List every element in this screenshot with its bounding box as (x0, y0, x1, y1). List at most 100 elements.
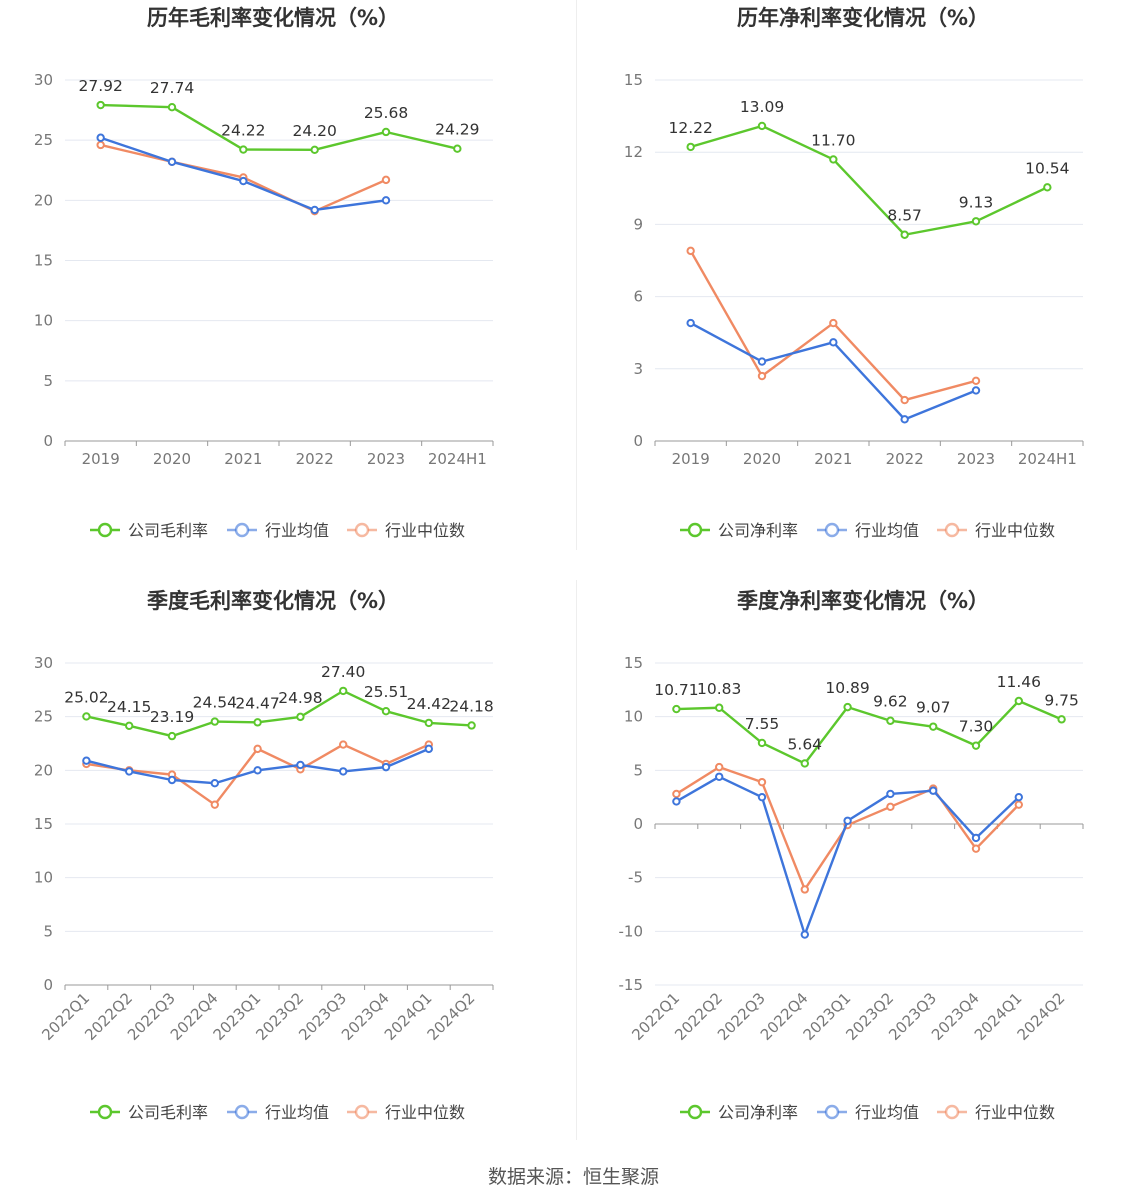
y-tick-label: 20 (34, 191, 53, 209)
legend-swatch-marker (824, 1104, 840, 1120)
y-tick-label: 30 (34, 71, 53, 89)
chart-quarterly-net-margin-svg: 季度净利率变化情况（%）-15-10-50510152022Q12022Q220… (619, 589, 1084, 1122)
data-point (829, 338, 838, 347)
data-point (686, 142, 695, 152)
data-point (253, 766, 262, 775)
y-tick-label: -5 (628, 869, 643, 887)
legend-label: 行业均值 (855, 521, 919, 540)
data-point (971, 741, 981, 750)
y-tick-label: 9 (633, 215, 643, 233)
y-tick-label: -15 (619, 976, 644, 994)
y-tick-label: 25 (34, 708, 53, 726)
y-tick-label: 0 (633, 815, 643, 833)
data-point (381, 762, 391, 772)
data-point (843, 816, 852, 825)
data-point (971, 217, 981, 226)
data-point (96, 100, 105, 110)
data-point (253, 718, 262, 727)
chart-quarterly-net-margin: 季度净利率变化情况（%） -15 -10 -5 0 5 10 15 2022Q1 2022Q2 20… (590, 583, 1147, 1163)
data-label: 24.22 (221, 122, 265, 140)
legend-swatch-marker (687, 1104, 703, 1120)
y-tick-label: 0 (633, 432, 643, 450)
data-point (757, 777, 767, 787)
data-point (1014, 792, 1023, 802)
y-tick-label: 5 (43, 372, 53, 390)
data-label: 9.07 (916, 699, 951, 717)
data-label: 7.30 (959, 718, 994, 736)
chart-title: 季度毛利率变化情况（%） (147, 589, 399, 613)
legend-label: 公司净利率 (718, 1103, 798, 1122)
data-label: 10.54 (1025, 159, 1069, 177)
data-point (167, 102, 177, 112)
series-line (690, 124, 1048, 236)
data-label: 8.57 (887, 207, 922, 225)
data-point (453, 144, 462, 153)
data-point (210, 800, 220, 809)
data-point (125, 721, 134, 730)
chart-title: 历年净利率变化情况（%） (737, 6, 989, 30)
data-point (900, 415, 909, 424)
y-tick-label: 15 (34, 252, 53, 270)
x-tick-label: 2021 (224, 450, 262, 468)
data-point (339, 686, 348, 696)
series-line (86, 743, 430, 806)
data-label: 13.09 (740, 98, 784, 116)
data-point (424, 744, 433, 754)
series-line (690, 322, 977, 421)
legend-label: 行业中位数 (385, 521, 465, 540)
panel-divider-bottom (576, 580, 577, 1140)
data-point (843, 702, 852, 712)
data-point (210, 779, 220, 788)
data-point (239, 176, 248, 186)
data-point (971, 376, 981, 386)
x-tick-label: 2019 (82, 450, 120, 468)
data-label: 10.71 (654, 681, 698, 699)
data-point (929, 786, 938, 795)
chart-quarterly-gross-margin: 季度毛利率变化情况（%） 0 5 10 15 20 25 30 2022Q1 2022Q2 2022… (0, 583, 573, 1163)
panel-divider-top (576, 0, 577, 550)
data-point (757, 121, 767, 131)
data-point (82, 712, 91, 721)
legend-label: 行业中位数 (975, 1103, 1055, 1122)
data-point (82, 756, 91, 765)
data-point (167, 775, 177, 785)
data-point (886, 716, 895, 725)
data-label: 27.40 (321, 663, 365, 681)
data-point (210, 717, 220, 726)
data-point (715, 703, 724, 712)
data-point (886, 802, 895, 812)
chart-title: 季度净利率变化情况（%） (737, 589, 989, 613)
chart-title: 历年毛利率变化情况（%） (147, 6, 399, 30)
data-label: 10.89 (825, 679, 869, 697)
x-tick-label: 2024Q2 (1014, 989, 1069, 1044)
data-label: 7.55 (745, 715, 780, 733)
data-label: 24.54 (193, 694, 237, 712)
data-point (672, 704, 681, 714)
data-point (381, 175, 391, 185)
x-tick-label: 2019 (672, 450, 710, 468)
data-label: 25.68 (364, 104, 408, 122)
legend-swatch-marker (234, 522, 250, 538)
x-tick-label: 2023 (957, 450, 995, 468)
data-point (715, 772, 724, 781)
y-tick-label: 30 (34, 654, 53, 672)
y-tick-label: 15 (624, 654, 643, 672)
x-tick-label: 2023 (367, 450, 405, 468)
data-point (800, 930, 810, 939)
data-point (900, 230, 909, 239)
data-point (1057, 715, 1066, 724)
data-point (339, 767, 348, 776)
data-point (125, 767, 134, 776)
data-point (96, 133, 105, 142)
y-tick-label: 6 (633, 288, 643, 306)
legend-label: 行业中位数 (975, 521, 1055, 540)
data-point (381, 196, 391, 205)
data-point (800, 759, 810, 768)
series-line (100, 103, 458, 151)
data-label: 25.02 (64, 688, 108, 706)
chart-annual-net-margin: 历年净利率变化情况（%） 0 3 6 9 12 15 2019 2020 2021 2022 2023… (590, 0, 1147, 580)
legend-swatch-marker (354, 522, 370, 538)
data-point (310, 205, 319, 215)
y-tick-label: 10 (34, 869, 53, 887)
legend-label: 行业均值 (855, 1103, 919, 1122)
